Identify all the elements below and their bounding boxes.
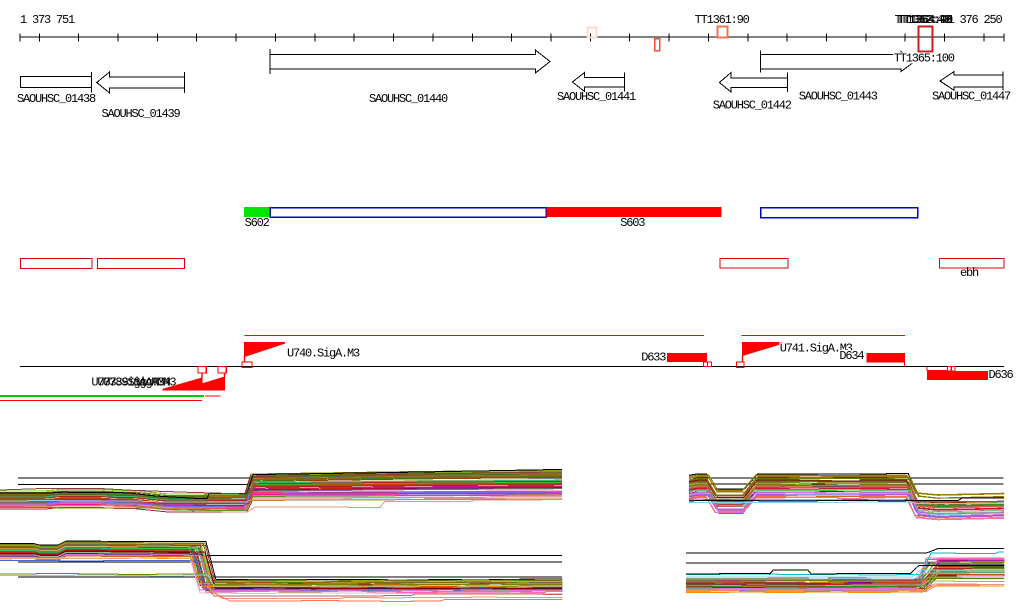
- svg-text:SAOUHSC_01442: SAOUHSC_01442: [713, 99, 792, 113]
- svg-text:D634: D634: [839, 349, 864, 363]
- svg-text:S602: S602: [245, 216, 270, 230]
- svg-text:U740.SigA.M3: U740.SigA.M3: [287, 346, 360, 360]
- svg-text:TT1363:40: TT1363:40: [897, 13, 952, 27]
- svg-text:U737.SigA.M3: U737.SigA.M3: [91, 376, 164, 390]
- svg-text:TT1365:100: TT1365:100: [894, 51, 955, 65]
- svg-text:SAOUHSC_01439: SAOUHSC_01439: [102, 107, 181, 121]
- svg-text:TT1364:90: TT1364:90: [898, 13, 953, 27]
- svg-text:SAOUHSC_01438: SAOUHSC_01438: [17, 92, 96, 106]
- svg-text:U739.SigA.M3: U739.SigA.M3: [103, 376, 176, 390]
- svg-text:1 373 751: 1 373 751: [20, 13, 75, 27]
- svg-text:D636: D636: [989, 368, 1014, 382]
- svg-text:U738.SigA.M4: U738.SigA.M4: [97, 376, 170, 390]
- svg-text:D633: D633: [641, 351, 666, 365]
- svg-text:TT1361:90: TT1361:90: [695, 13, 750, 27]
- svg-text:S603: S603: [620, 216, 645, 230]
- svg-text:ebh: ebh: [960, 266, 979, 280]
- svg-text:SAOUHSC_01447: SAOUHSC_01447: [932, 90, 1011, 104]
- svg-text:SAOUHSC_01443: SAOUHSC_01443: [799, 90, 878, 104]
- svg-text:U741.SigA.M3: U741.SigA.M3: [780, 341, 853, 355]
- svg-text:SAOUHSC_01440: SAOUHSC_01440: [369, 92, 448, 106]
- svg-text:TT1362:40: TT1362:40: [895, 13, 950, 27]
- svg-text:SAOUHSC_01441: SAOUHSC_01441: [557, 90, 636, 104]
- svg-text:1 376 250: 1 376 250: [948, 13, 1003, 27]
